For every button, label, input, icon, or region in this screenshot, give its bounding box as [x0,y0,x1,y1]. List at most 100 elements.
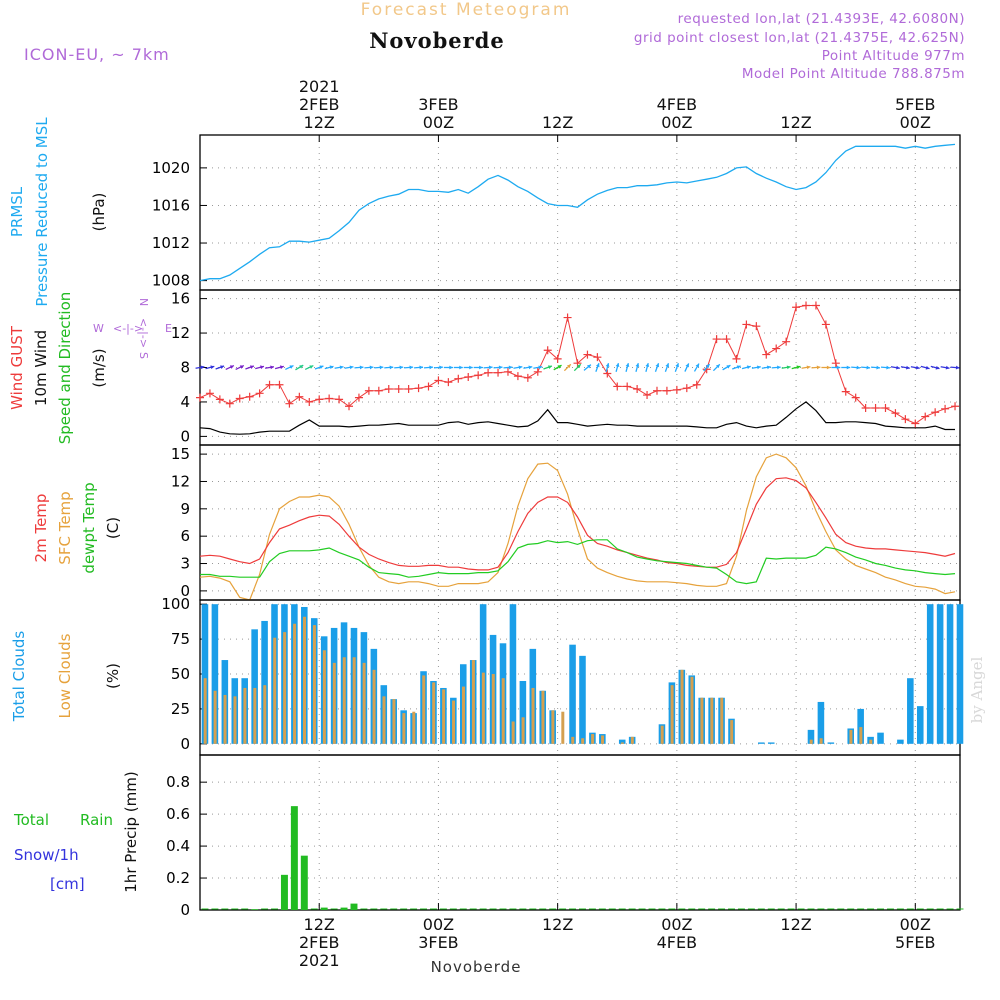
cloud-low-bar [531,687,535,744]
wind-label-speed-dir: Speed and Direction [56,292,74,445]
cloud-low-bar [312,625,316,744]
wind-direction-arrowhead [479,365,483,370]
wind-gust-marker [643,391,652,400]
closest-coords: grid point closest lon,lat (21.4375E, 42… [634,30,965,46]
precip-ytick-label: 0.6 [166,805,190,823]
wind-gust-marker [861,403,870,412]
wind-gust-marker [215,395,224,404]
wind-gust-marker [941,404,950,413]
wind-gust-marker [354,393,363,402]
pressure-ytick-label: 1020 [152,159,190,177]
cloud-low-bar [491,674,495,744]
wind-ytick-label: 8 [180,359,190,377]
wind-direction-arrowhead [399,365,404,370]
wind-gust-marker [404,385,413,394]
cloud-low-bar [501,678,505,744]
wind-gust-marker [196,393,204,402]
wind-gust-marker [523,373,532,382]
precip-rain-bar [251,909,259,910]
wind-direction-arrowhead [665,363,670,368]
wind-gust-marker [772,344,781,353]
bottom-time-label: 12Z [780,915,811,934]
wind-gust-marker [821,320,830,329]
wind-direction-arrowhead [736,365,741,369]
wind-gust-marker [831,359,840,368]
wind-direction-arrowhead [945,365,950,370]
wind-direction-arrowhead [826,365,831,370]
cloud-low-bar [710,697,714,744]
bottom-time-label: 00Z [661,915,692,934]
temp-ytick-label: 9 [180,500,190,518]
wind-direction-arrowhead [249,365,254,369]
wind-gust-marker [543,346,552,355]
requested-coords: requested lon,lat (21.4393E, 42.6080N) [678,11,965,27]
precip-label-snow: Snow/1h [14,846,79,864]
wind-gust-marker [931,408,940,417]
cloud-total-bar [211,604,219,744]
wind-direction-arrowhead [379,365,384,370]
wind-direction-arrowhead [498,365,503,370]
precip-ytick-label: 0 [180,901,190,919]
pressure-panel: 1008 1012 1016 1020 [152,134,961,291]
cloud-low-bar [521,717,525,744]
wind-direction-arrowhead [239,365,244,369]
cloud-total-bar [569,644,576,744]
wind-gust-marker [265,380,274,389]
wind-gust-marker [613,382,622,391]
wind-gust-marker [205,389,214,398]
cloud-low-bar [859,727,863,744]
wind-gust-marker [315,395,324,404]
clouds-ytick-label: 50 [171,665,190,683]
cloud-low-bar [561,711,565,744]
wind-direction-arrowhead [756,365,761,370]
wind-direction-arrowhead [349,365,354,370]
bottom-time-label: 12Z [304,915,335,934]
wind-gust-marker [951,402,960,411]
pressure-ytick-label: 1008 [152,272,190,290]
wind-gust-marker [364,386,373,395]
wind-gust-marker [603,369,612,378]
cloud-low-bar [461,686,465,744]
temp-ytick-label: 3 [180,555,190,573]
wind-direction-arrowhead [538,365,543,370]
cloud-low-bar [283,632,287,744]
wind-direction-arrowhead [796,365,801,370]
precip-label-rain: Rain [80,811,113,829]
cloud-low-bar [670,685,674,744]
wind-direction-arrowhead [508,365,513,370]
precip-ytick-label: 0.4 [166,837,190,855]
wind-direction-arrowhead [210,365,215,370]
wind-gust-marker [891,409,900,418]
cloud-total-bar [907,678,914,744]
watermark: by Angel [968,656,986,723]
cloud-total-bar [201,604,209,744]
precip-rain-bar [290,806,298,910]
compass-e: E [165,322,172,335]
bottom-station-label: Novoberde [431,958,522,976]
precip-rain-bar [350,903,358,910]
cloud-total-bar [519,680,527,744]
cloud-low-bar [342,657,346,744]
temp-ytick-label: 12 [171,472,190,490]
cloud-total-bar [579,655,586,744]
wind-direction-arrowhead [685,363,689,368]
wind-gust-marker [851,393,860,402]
wind-gust-marker [374,386,383,395]
wind-gust-marker [513,372,522,381]
wind-direction-arrowhead [369,365,374,370]
cloud-total-bar [767,742,775,744]
temperature-panel: 0 3 6 9 12 15 [171,444,961,601]
clouds-label-total: Total Clouds [10,631,28,723]
cloud-low-bar [223,694,227,744]
wind-gust-marker [752,322,761,331]
station-title: Novoberde [369,28,505,53]
cloud-total-bar [758,742,765,744]
wind-direction-arrowhead [469,365,473,370]
cloud-total-bar [897,739,904,744]
wind-gust-marker [275,380,284,389]
wind-direction-arrowhead [715,364,720,369]
wind-direction-arrowhead [586,364,591,369]
cloud-low-bar [253,687,257,744]
wind-gust-marker [255,389,264,398]
